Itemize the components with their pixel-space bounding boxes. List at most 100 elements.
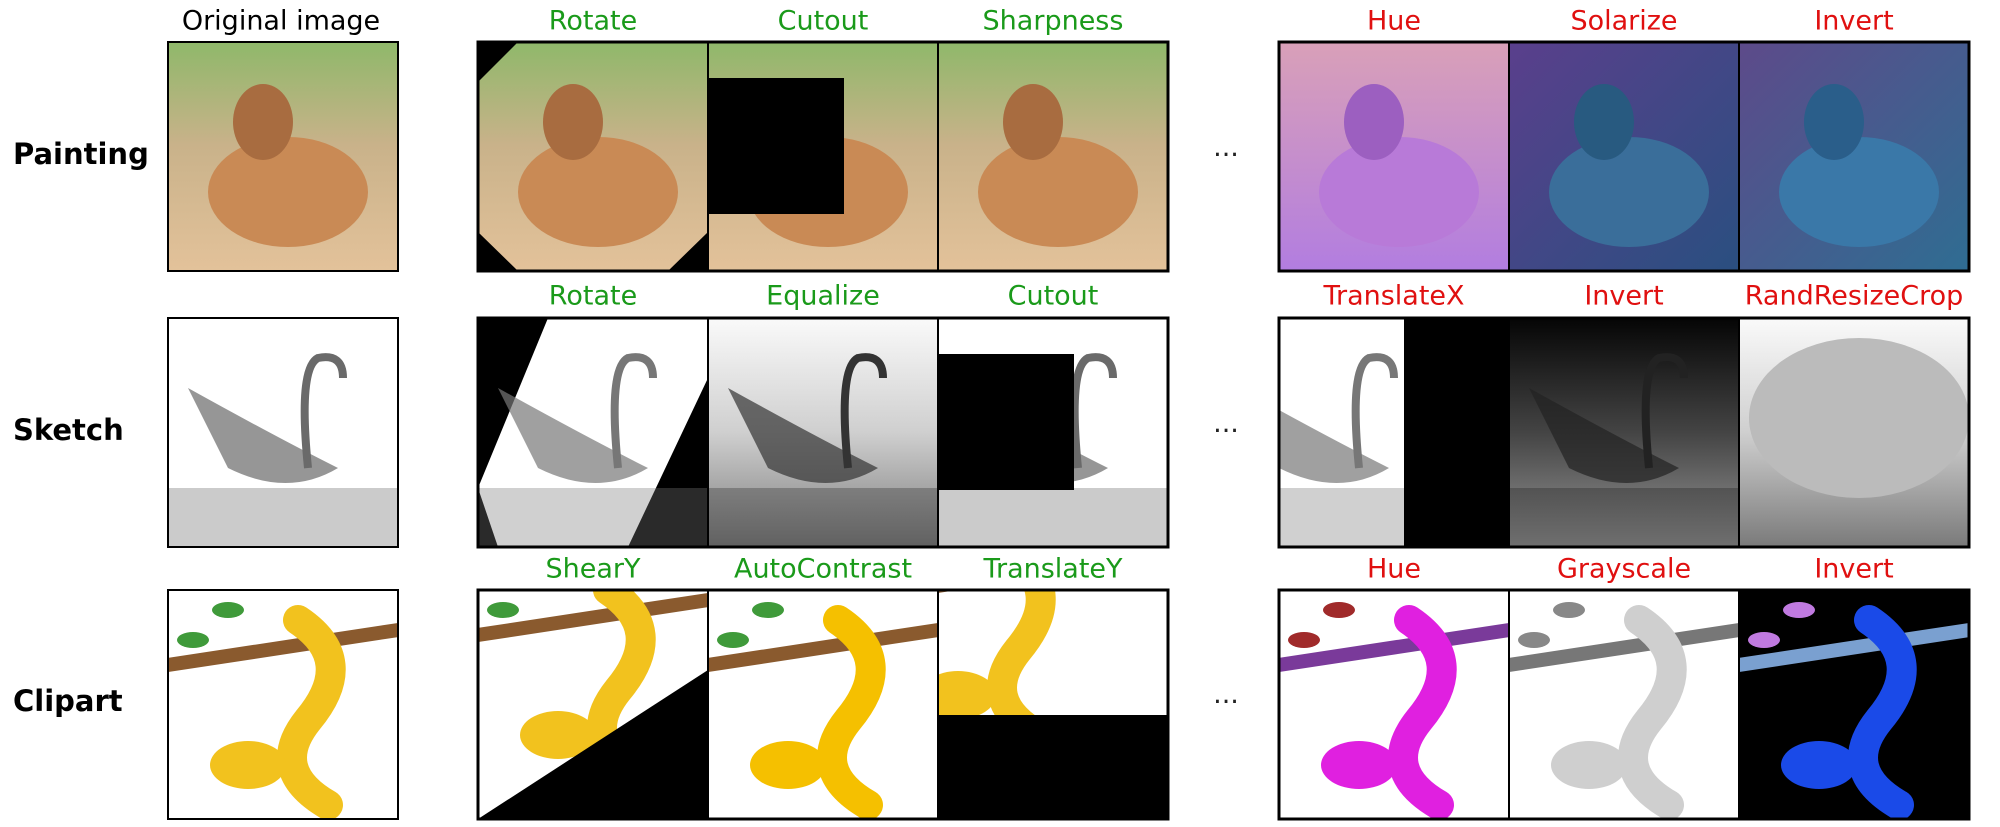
subject bbox=[708, 488, 938, 547]
image-tile bbox=[1279, 318, 1509, 547]
image-border bbox=[167, 589, 399, 820]
augmentation-label: Solarize bbox=[1570, 6, 1677, 37]
augmentation-label: TranslateX bbox=[1322, 281, 1464, 312]
subject bbox=[1518, 632, 1550, 648]
subject bbox=[978, 137, 1138, 247]
ellipsis: ··· bbox=[1213, 140, 1239, 171]
subject bbox=[277, 605, 346, 819]
subject bbox=[1574, 84, 1634, 160]
augmentation-label: RandResizeCrop bbox=[1745, 281, 1964, 312]
subject bbox=[478, 488, 708, 547]
subject bbox=[478, 593, 708, 642]
bg bbox=[168, 318, 398, 547]
subject bbox=[1321, 741, 1397, 789]
subject bbox=[1509, 623, 1739, 672]
augmentation-label: Rotate bbox=[549, 6, 637, 37]
augmentation-label: Cutout bbox=[1008, 281, 1099, 312]
subject bbox=[1553, 602, 1585, 618]
subject bbox=[233, 84, 293, 160]
subject bbox=[1749, 338, 1969, 498]
augmentation-label: Hue bbox=[1367, 554, 1421, 585]
shear bbox=[478, 670, 708, 819]
subject bbox=[210, 741, 286, 789]
subject bbox=[987, 590, 1056, 750]
subject bbox=[188, 388, 338, 483]
subject bbox=[750, 741, 826, 789]
row-label: Clipart bbox=[13, 684, 123, 718]
subject bbox=[1848, 605, 1917, 819]
subject bbox=[177, 632, 209, 648]
group-border bbox=[1277, 588, 1971, 821]
image-tile bbox=[168, 590, 398, 819]
subject bbox=[1319, 137, 1479, 247]
augmentation-label: Invert bbox=[1814, 554, 1893, 585]
augmentation-label: Cutout bbox=[778, 6, 869, 37]
augmentation-label: TranslateY bbox=[982, 554, 1123, 585]
image-tile bbox=[708, 42, 938, 271]
subject bbox=[1509, 488, 1739, 547]
image-tile bbox=[1509, 318, 1739, 547]
bg bbox=[1279, 590, 1509, 819]
augmentation-label: Rotate bbox=[549, 281, 637, 312]
group-border bbox=[476, 588, 1170, 821]
original-header: Original image bbox=[182, 6, 380, 37]
subject bbox=[728, 388, 878, 483]
subject bbox=[543, 84, 603, 160]
image-tile bbox=[1739, 42, 1969, 271]
group-border bbox=[476, 40, 1170, 273]
image-tile bbox=[168, 42, 398, 271]
bg bbox=[708, 318, 938, 547]
image-tile bbox=[478, 318, 708, 547]
subject bbox=[1748, 632, 1780, 648]
subject bbox=[938, 488, 1168, 547]
augmentation-label: Hue bbox=[1367, 6, 1421, 37]
subject bbox=[498, 388, 648, 483]
subject bbox=[1344, 84, 1404, 160]
subject bbox=[487, 602, 519, 618]
subject bbox=[1641, 353, 1688, 469]
row-label: Sketch bbox=[13, 413, 124, 447]
augmentation-label: Invert bbox=[1584, 281, 1663, 312]
subject bbox=[1070, 353, 1117, 469]
subject bbox=[1781, 741, 1857, 789]
subject bbox=[1549, 137, 1709, 247]
subject bbox=[610, 353, 657, 469]
subject bbox=[840, 353, 887, 469]
subject bbox=[708, 623, 938, 672]
subject bbox=[1288, 632, 1320, 648]
subject bbox=[1003, 84, 1063, 160]
subject bbox=[1783, 602, 1815, 618]
group-border bbox=[1277, 316, 1971, 549]
subject bbox=[168, 623, 398, 672]
subject bbox=[1779, 137, 1939, 247]
image-tile bbox=[478, 590, 708, 819]
augmentation-label: Sharpness bbox=[983, 6, 1124, 37]
bg bbox=[1509, 318, 1739, 547]
cutout bbox=[708, 78, 844, 214]
subject bbox=[1551, 741, 1627, 789]
bg bbox=[708, 590, 938, 819]
augmentation-label: Grayscale bbox=[1557, 554, 1691, 585]
image-tile bbox=[938, 318, 1168, 547]
subject bbox=[520, 711, 596, 759]
image-tile bbox=[938, 590, 1168, 819]
subject bbox=[518, 137, 678, 247]
image-tile bbox=[1739, 590, 1969, 819]
image-tile bbox=[708, 318, 938, 547]
subject bbox=[752, 602, 784, 618]
subject bbox=[168, 488, 398, 547]
augmentation-label: Invert bbox=[1814, 6, 1893, 37]
image-tile bbox=[1739, 318, 1969, 547]
ellipsis: ··· bbox=[1213, 687, 1239, 718]
augmentation-label: AutoContrast bbox=[734, 554, 912, 585]
augmentation-label: ShearY bbox=[545, 554, 641, 585]
subject bbox=[1529, 388, 1679, 483]
subject bbox=[1388, 605, 1457, 819]
group-border bbox=[476, 316, 1170, 549]
bg bbox=[1404, 318, 1509, 547]
subject bbox=[300, 353, 347, 469]
bg bbox=[1509, 590, 1739, 819]
subject bbox=[1279, 623, 1509, 672]
subject bbox=[1739, 623, 1969, 672]
subject bbox=[1323, 602, 1355, 618]
